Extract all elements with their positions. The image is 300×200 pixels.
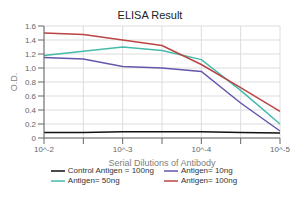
svg-text:0.4: 0.4 [25,106,37,115]
svg-text:0.8: 0.8 [25,78,37,87]
svg-text:10^-5: 10^-5 [270,145,290,154]
svg-text:O.D.: O.D. [9,73,19,92]
svg-text:Serial Dilutions of Antibody: Serial Dilutions of Antibody [108,158,216,168]
svg-text:10^-2: 10^-2 [34,145,54,154]
html-text:Control Antigen = 100ng: Control Antigen = 100ng [67,166,154,175]
svg-text:0: 0 [32,134,37,143]
svg-text:1.2: 1.2 [25,50,37,59]
svg-text:0.6: 0.6 [25,92,37,101]
svg-text:1.4: 1.4 [25,36,37,45]
svg-text:10^-3: 10^-3 [113,145,133,154]
html-text:Antigen= 10ng: Antigen= 10ng [180,166,233,175]
html-text:Antigen= 100ng: Antigen= 100ng [180,176,238,185]
html-text:ELISA Result: ELISA Result [117,9,183,21]
svg-text:1.6: 1.6 [25,22,37,31]
svg-text:10^-4: 10^-4 [191,145,211,154]
svg-text:1.0: 1.0 [25,64,37,73]
svg-text:0.2: 0.2 [25,120,37,129]
html-text:Antigen= 50ng: Antigen= 50ng [67,176,120,185]
